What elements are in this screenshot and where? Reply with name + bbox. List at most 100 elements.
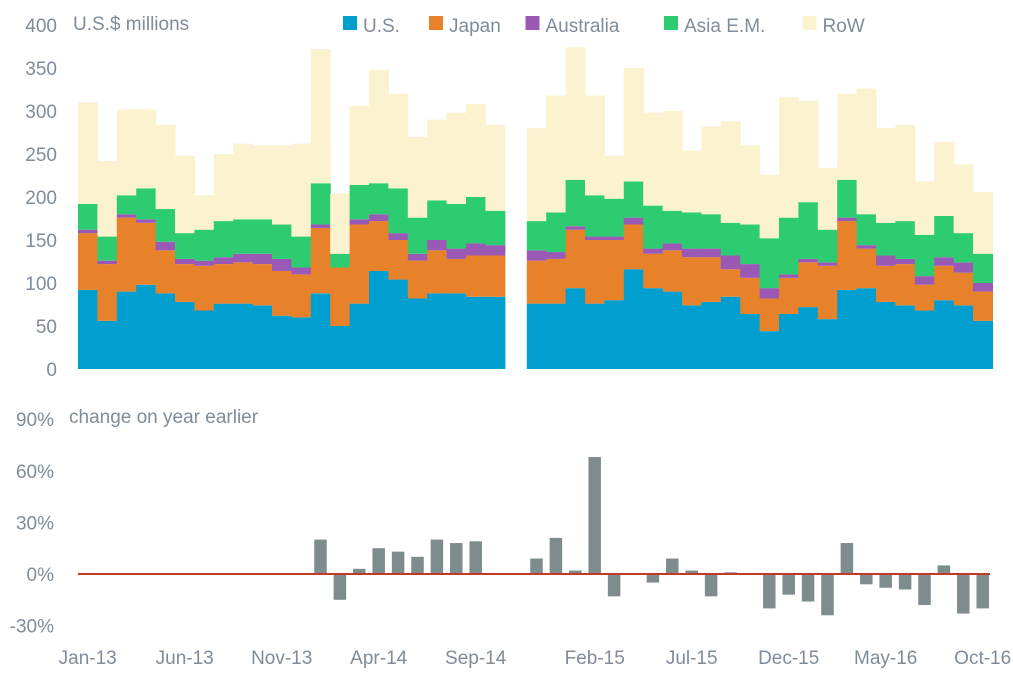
bar-segment (856, 288, 877, 369)
yoy-bar (646, 574, 660, 583)
bar-segment (759, 331, 780, 369)
bar-segment (369, 221, 389, 271)
yoy-bar (918, 574, 931, 605)
x-tick-label: Jul-15 (666, 648, 718, 669)
bar-segment (837, 93, 858, 180)
bar-segment (349, 105, 370, 185)
bar-segment (662, 210, 683, 244)
y-tick-label: -30% (10, 617, 54, 638)
bar-segment (485, 245, 506, 256)
bar-segment (213, 257, 234, 265)
bar-segment (876, 301, 896, 369)
bar-segment (427, 250, 448, 294)
bar-segment (291, 317, 312, 369)
bar-segment (740, 224, 761, 265)
bar-segment (895, 264, 916, 306)
bar-segment (175, 301, 195, 369)
bar-segment (643, 288, 664, 369)
bar-segment (485, 210, 506, 246)
bar-segment (585, 303, 605, 369)
yoy-bar (588, 457, 601, 574)
bar-segment (427, 293, 448, 369)
yoy-bar (353, 568, 366, 574)
legend-swatch (664, 16, 678, 30)
bar-segment (914, 310, 935, 369)
legend-swatch (343, 16, 357, 30)
bar-segment (213, 264, 234, 304)
bar-segment (78, 203, 98, 230)
bar-segment (427, 200, 448, 240)
yoy-bar (782, 574, 795, 595)
yoy-bar (821, 574, 834, 616)
bar-segment (466, 243, 486, 256)
y-tick-label: 50 (36, 317, 57, 338)
bar-segment (446, 203, 467, 249)
bar-segment (914, 284, 935, 311)
bar-segment (565, 229, 586, 289)
yoy-bar (898, 574, 912, 590)
bar-segment (388, 188, 409, 234)
yoy-bar (840, 543, 854, 574)
bar-segment (194, 229, 215, 261)
yoy-bar (976, 574, 989, 609)
bar-segment (97, 160, 118, 237)
bar-segment (895, 258, 916, 265)
bar-segment (175, 258, 195, 265)
bar-segment (701, 257, 722, 302)
legend-label: U.S. (363, 16, 400, 37)
bar-segment (720, 121, 741, 223)
bar-segment (682, 248, 702, 258)
bar-segment (565, 179, 586, 227)
bar-segment (837, 221, 858, 290)
bar-segment (407, 217, 428, 254)
y-tick-label: 30% (16, 513, 54, 534)
bar-segment (194, 265, 215, 311)
y-tick-label: 90% (16, 410, 54, 431)
bar-segment (194, 310, 215, 369)
bar-segment (643, 248, 664, 254)
bar-segment (272, 224, 292, 259)
bar-segment (136, 109, 157, 189)
bar-segment (291, 143, 312, 237)
bar-segment (565, 288, 586, 369)
bar-segment (446, 258, 467, 294)
bar-segment (155, 209, 176, 242)
bar-segment (546, 303, 567, 369)
bar-segment (740, 277, 761, 314)
bar-segment (310, 49, 331, 184)
bar-segment (526, 303, 547, 369)
bar-segment (585, 240, 605, 304)
bar-segment (720, 296, 741, 369)
yoy-bar (685, 570, 698, 574)
bar-segment (427, 119, 448, 201)
bar-segment (682, 305, 702, 369)
bar-segment (623, 181, 644, 218)
bar-segment (953, 164, 974, 234)
bar-segment (740, 313, 761, 369)
bar-segment (175, 155, 195, 234)
bar-segment (798, 307, 819, 369)
bar-segment (252, 145, 273, 220)
bar-segment (194, 195, 215, 230)
bar-segment (485, 296, 506, 369)
legend-swatch (802, 16, 817, 30)
bar-segment (662, 291, 683, 369)
yoy-bar (549, 537, 563, 574)
bar-segment (369, 214, 389, 222)
bar-segment (330, 253, 351, 268)
bar-segment (330, 326, 351, 369)
bar-segment (623, 217, 644, 225)
bar-segment (604, 300, 625, 369)
bar-segment (759, 174, 780, 239)
bar-segment (116, 217, 137, 292)
yoy-bar (430, 539, 444, 574)
bar-segment (585, 236, 605, 240)
bar-segment (349, 303, 370, 369)
bar-segment (272, 145, 292, 225)
bar-segment (623, 269, 644, 369)
bar-segment (233, 262, 254, 304)
bar-segment (136, 284, 157, 369)
x-tick-label: Feb-15 (565, 648, 625, 669)
bar-segment (876, 255, 896, 266)
bar-segment (604, 236, 625, 240)
